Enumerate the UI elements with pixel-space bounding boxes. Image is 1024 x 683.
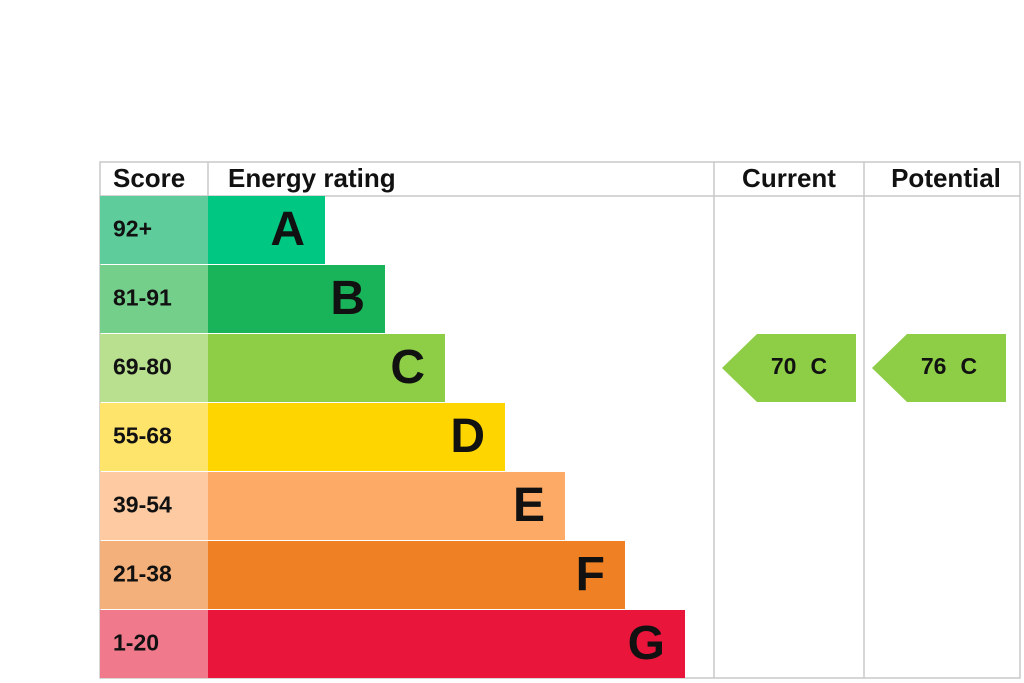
score-range: 55-68 bbox=[113, 423, 172, 449]
rating-bar bbox=[208, 541, 625, 609]
rating-bar bbox=[208, 472, 565, 540]
score-range: 81-91 bbox=[113, 285, 172, 311]
header-current: Current bbox=[742, 163, 836, 193]
potential-label: 76 C bbox=[921, 353, 977, 379]
rating-bar bbox=[208, 403, 505, 471]
rating-letter: E bbox=[513, 479, 545, 532]
header-rating: Energy rating bbox=[228, 163, 396, 193]
potential-arrow bbox=[872, 334, 1006, 402]
rating-letter: C bbox=[390, 341, 425, 394]
current-arrow bbox=[722, 334, 856, 402]
rating-letter: F bbox=[576, 548, 605, 601]
score-range: 39-54 bbox=[113, 492, 172, 518]
score-cell bbox=[100, 610, 208, 678]
rating-letter: B bbox=[330, 272, 365, 325]
header-score: Score bbox=[113, 163, 185, 193]
current-band: C bbox=[810, 353, 827, 379]
potential-band: C bbox=[960, 353, 977, 379]
score-range: 92+ bbox=[113, 216, 152, 242]
current-score: 70 bbox=[771, 353, 797, 379]
score-cell bbox=[100, 265, 208, 333]
score-cell bbox=[100, 334, 208, 402]
score-range: 69-80 bbox=[113, 354, 172, 380]
rating-bar bbox=[208, 265, 385, 333]
rating-letter: G bbox=[628, 617, 665, 670]
rating-bar bbox=[208, 196, 325, 264]
rating-letter: D bbox=[450, 410, 485, 463]
rating-bar bbox=[208, 610, 685, 678]
score-cell bbox=[100, 541, 208, 609]
score-cell bbox=[100, 472, 208, 540]
current-label: 70 C bbox=[771, 353, 827, 379]
score-cell bbox=[100, 403, 208, 471]
score-cell bbox=[100, 196, 208, 264]
rating-bar bbox=[208, 334, 445, 402]
score-range: 1-20 bbox=[113, 630, 159, 656]
header-potential: Potential bbox=[891, 163, 1001, 193]
score-range: 21-38 bbox=[113, 561, 172, 587]
rating-letter: A bbox=[270, 203, 305, 256]
potential-score: 76 bbox=[921, 353, 947, 379]
